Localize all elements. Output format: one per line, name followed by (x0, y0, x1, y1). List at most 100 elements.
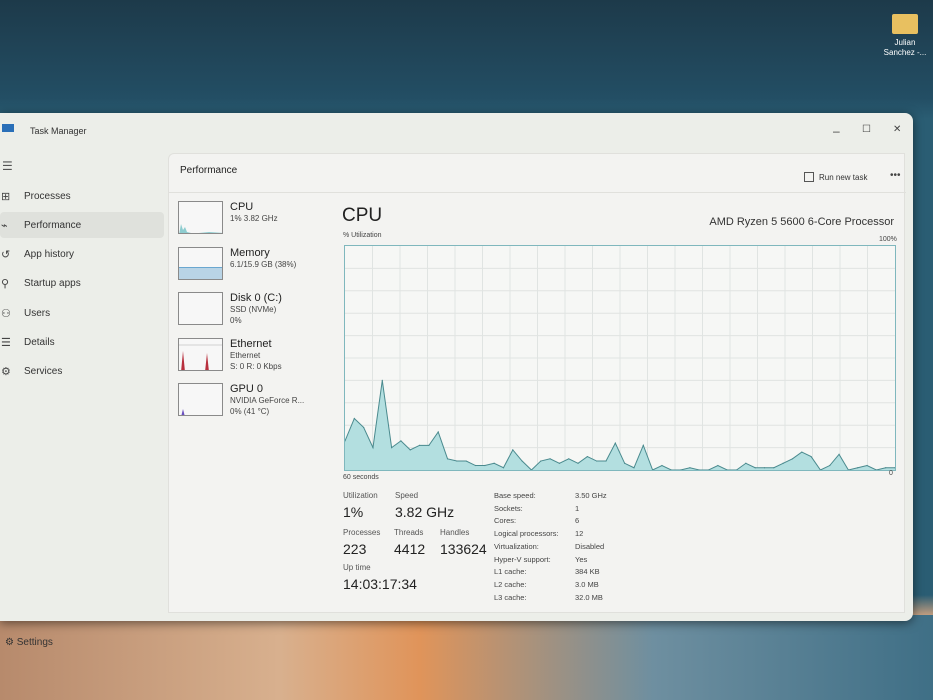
run-new-task-label: Run new task (819, 172, 868, 182)
cpu-data-point (418, 444, 421, 446)
users-icon: ⚇ (1, 307, 11, 320)
cpu-data-point (372, 447, 374, 449)
cpu-data-point (493, 462, 495, 464)
cpu-data-point (773, 467, 775, 469)
resource-thumbnail-graph (178, 246, 223, 280)
sidebar-item-users[interactable]: ⚇ Users (0, 300, 164, 326)
sidebar-item-performance[interactable]: ⌁ Performance (0, 212, 164, 239)
resource-detail-2: 0% (230, 316, 242, 325)
window-title: Task Manager (30, 126, 87, 136)
resource-memory[interactable]: Memory 6.1/15.9 GB (38%) (178, 246, 328, 287)
services-icon: ⚙ (1, 366, 11, 379)
sidebar-item-label: Performance (24, 219, 82, 231)
detail-value: 1 (575, 503, 580, 513)
sidebar-item-startup-apps[interactable]: ⚲ Startup apps (0, 271, 164, 297)
task-manager-window: Task Manager – ☐ ✕ ☰ ⊞ Processes ⌁ Performa… (0, 113, 913, 648)
cpu-data-point (344, 440, 346, 442)
uptime-value: 14:03:17:34 (343, 576, 417, 592)
run-new-task-button[interactable]: Run new task (804, 172, 867, 182)
speed-label: Speed (395, 491, 419, 500)
sidebar-item-details[interactable]: ☰ Details (0, 330, 164, 356)
startup-icon: ⚲ (1, 278, 10, 291)
detail-value: Disabled (575, 541, 605, 551)
sidebar-item-services[interactable]: ⚙ Services (0, 359, 164, 385)
utilization-label: Utilization (343, 491, 378, 500)
resource-cpu[interactable]: CPU 1% 3.82 GHz (178, 201, 328, 241)
page-title: Performance (180, 165, 238, 176)
sidebar-item-label: App history (24, 249, 75, 261)
resource-detail: Ethernet (230, 350, 261, 360)
detail-value: 3.50 GHz (575, 491, 607, 500)
cpu-data-point (540, 460, 542, 462)
resource-name: GPU 0 (230, 383, 264, 395)
cpu-data-point (810, 455, 812, 458)
sidebar-item-processes[interactable]: ⊞ Processes (0, 183, 164, 209)
x-axis-left-label: 60 seconds (343, 474, 379, 481)
more-options-button[interactable]: ••• (890, 170, 901, 181)
detail-value: 12 (575, 529, 584, 539)
threads-label: Threads (394, 528, 424, 537)
resource-name: Memory (230, 246, 270, 259)
detail-label: Cores: (494, 516, 517, 526)
resource-detail: 1% 3.82 GHz (230, 214, 278, 223)
detail-value: 384 KB (575, 567, 600, 577)
run-task-icon (804, 172, 814, 182)
sidebar-item-label: Processes (24, 190, 71, 202)
cpu-data-point (857, 467, 859, 469)
sidebar-item-label: Details (24, 337, 55, 348)
cpu-data-point (782, 462, 784, 464)
speed-value: 3.82 GHz (395, 504, 455, 520)
cpu-data-point (633, 467, 635, 469)
resource-thumbnail-graph (178, 383, 223, 416)
detail-label: Base speed: (494, 491, 536, 500)
resource-detail: SSD (NVMe) (230, 305, 277, 314)
cpu-data-point (363, 426, 365, 429)
minimize-button[interactable]: – (833, 124, 840, 138)
sidebar-item-label: Services (24, 366, 63, 378)
cpu-data-point (596, 460, 598, 462)
sidebar-item-app-history[interactable]: ↺ App history (0, 242, 164, 268)
detail-label: Hyper-V support: (494, 554, 551, 564)
cpu-data-point (381, 379, 383, 381)
cpu-data-point (838, 453, 840, 455)
resource-disk[interactable]: Disk 0 (C:) SSD (NVMe) 0% (178, 292, 328, 332)
cpu-data-point (586, 455, 588, 458)
cpu-data-point (791, 458, 794, 460)
cpu-data-point (745, 462, 747, 464)
resource-name: Ethernet (230, 337, 272, 350)
settings-button[interactable]: ⚙ Settings (5, 637, 53, 648)
cpu-data-point (502, 467, 505, 469)
maximize-button[interactable]: ☐ (862, 124, 871, 135)
resource-detail-2: 0% (41 °C) (230, 407, 270, 416)
cpu-data-point (437, 431, 439, 433)
details-icon: ☰ (1, 337, 11, 349)
processor-name: AMD Ryzen 5 5600 6-Core Processor (709, 216, 894, 228)
performance-panel: Performance Run new task ••• CPU 1% 3.82… (168, 153, 906, 613)
desktop-folder-shortcut[interactable]: Julian Sanchez -... (880, 10, 930, 58)
cpu-data-point (558, 462, 561, 464)
max-axis-label: 100% (879, 236, 897, 243)
utilization-axis-label: % Utilization (343, 232, 382, 239)
threads-value: 4412 (394, 541, 426, 557)
detail-label: Sockets: (494, 503, 523, 513)
resource-ethernet[interactable]: Ethernet Ethernet S: 0 R: 0 Kbps (178, 337, 328, 378)
resource-detail: 6.1/15.9 GB (38%) (230, 259, 297, 269)
cpu-data-point (456, 460, 458, 462)
cpu-usage-area (345, 380, 895, 470)
utilization-value: 1% (343, 504, 364, 520)
close-button[interactable]: ✕ (893, 124, 902, 135)
handles-label: Handles (440, 528, 470, 537)
cpu-data-point (866, 464, 868, 467)
cpu-data-point (689, 467, 691, 469)
detail-label: Logical processors: (494, 529, 559, 539)
detail-value: 3.0 MB (575, 579, 599, 589)
resource-gpu[interactable]: GPU 0 NVIDIA GeForce R... 0% (41 °C) (178, 383, 328, 423)
resource-name: Disk 0 (C:) (230, 292, 282, 304)
desktop-wallpaper (0, 615, 933, 700)
cpu-title: CPU (342, 205, 383, 226)
resource-thumbnail-graph (178, 201, 223, 234)
hamburger-menu-icon[interactable]: ☰ (2, 159, 13, 173)
resource-detail: NVIDIA GeForce R... (230, 396, 305, 405)
desktop-icon-label: Julian Sanchez -... (883, 38, 927, 57)
cpu-data-point (391, 447, 393, 449)
